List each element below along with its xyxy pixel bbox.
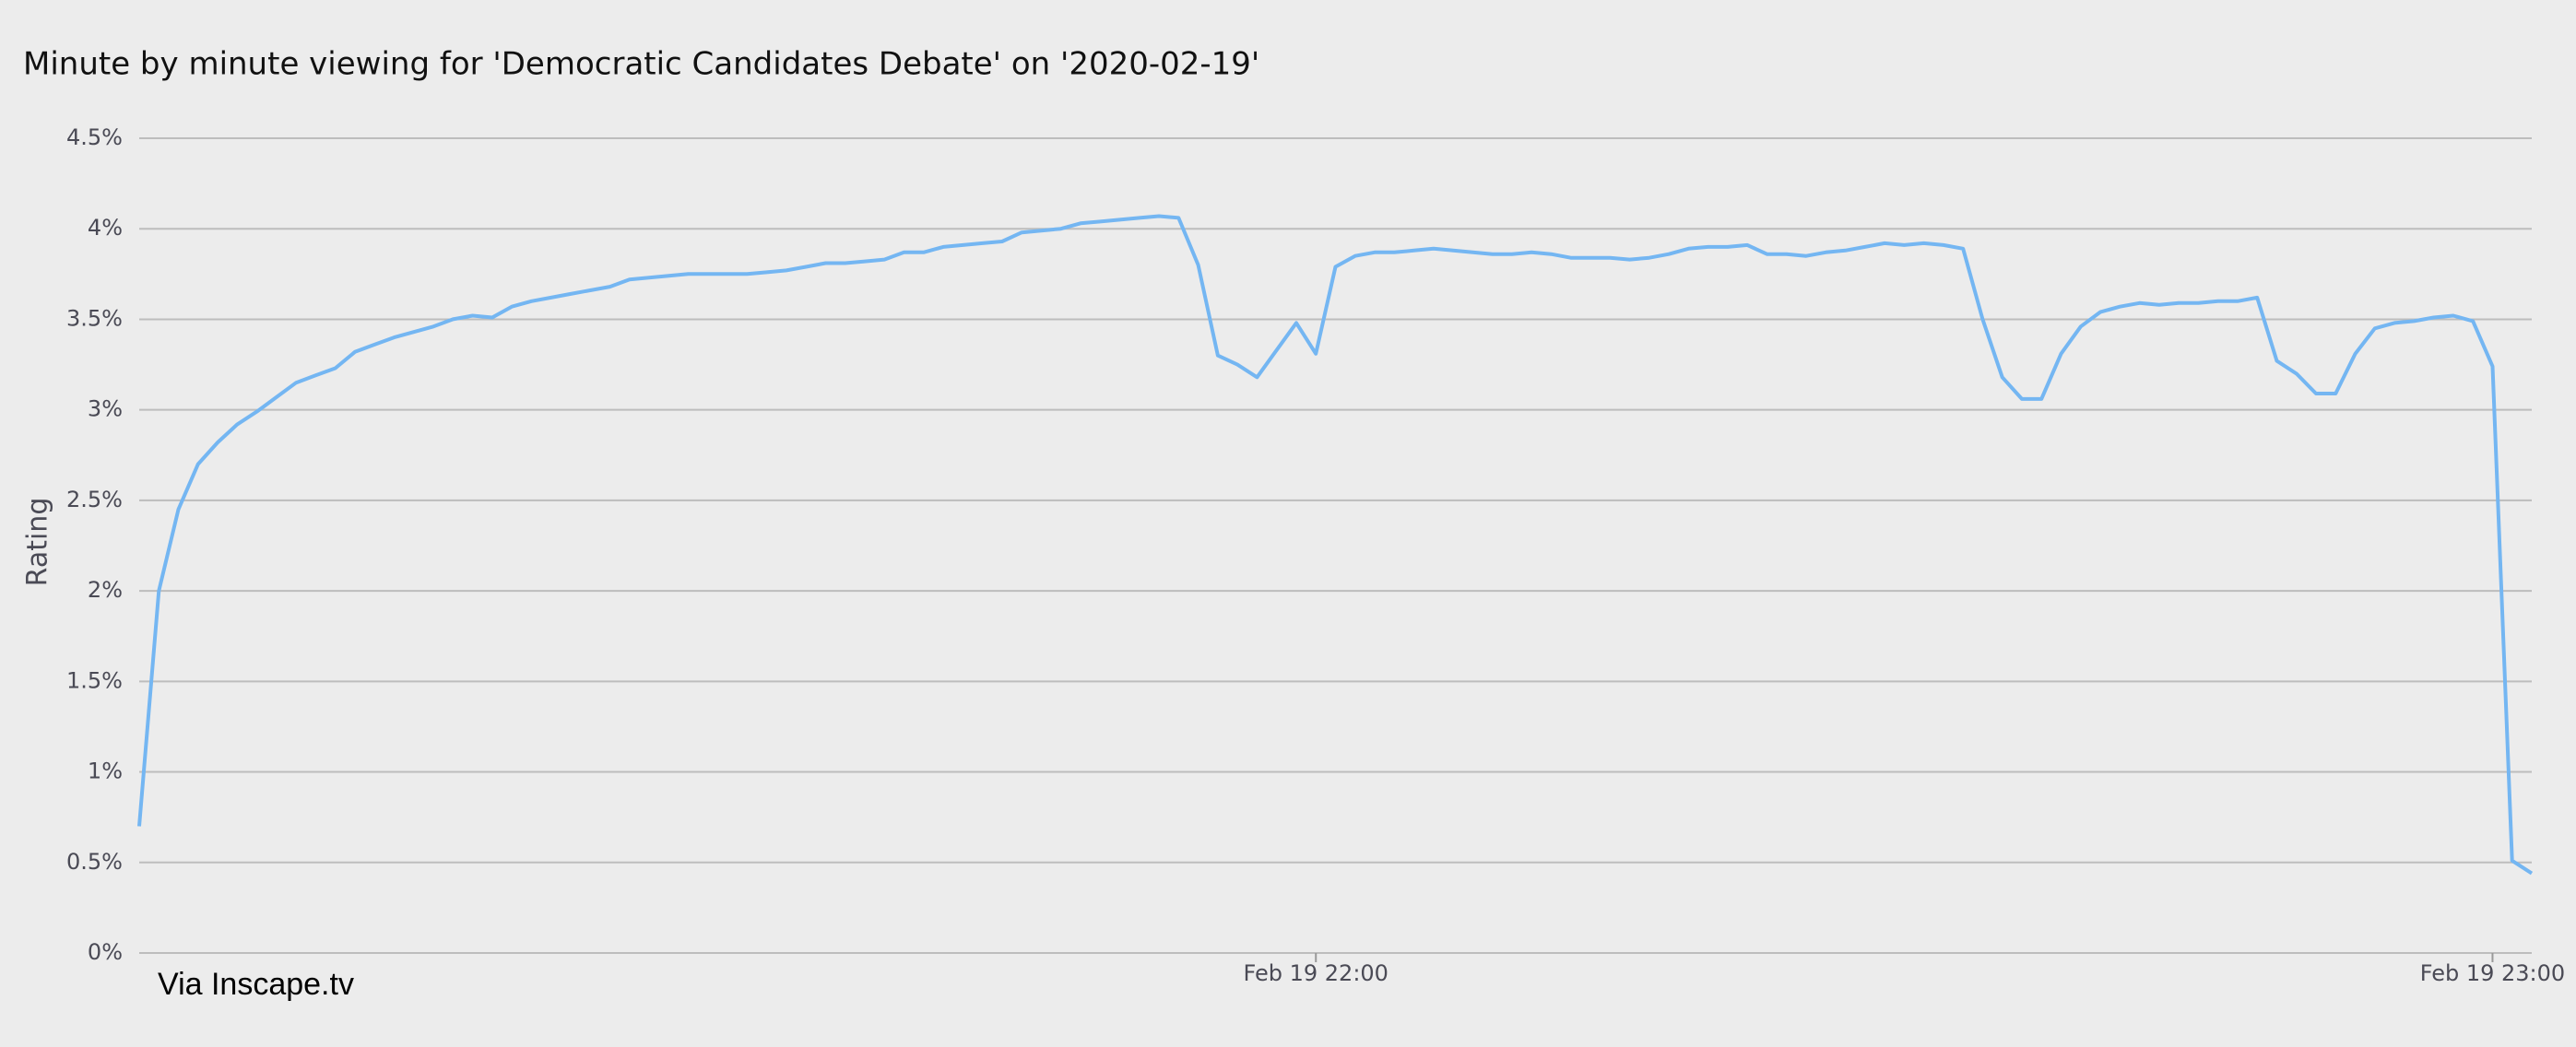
x-tick-label: Feb 19 23:00 <box>2420 960 2565 986</box>
rating-line <box>137 214 2534 876</box>
y-tick-label: 4% <box>88 215 123 241</box>
y-tick-label: 3% <box>88 396 123 422</box>
chart-title: Minute by minute viewing for 'Democratic… <box>23 46 1259 83</box>
y-tick-label: 1% <box>88 759 123 784</box>
y-tick-label: 3.5% <box>66 305 123 331</box>
x-tick-label: Feb 19 22:00 <box>1244 960 1388 986</box>
source-note: Via Inscape.tv <box>158 967 354 1002</box>
y-tick-label: 2% <box>88 577 123 603</box>
y-tick-label: 4.5% <box>66 124 123 150</box>
y-tick-label: 0.5% <box>66 849 123 875</box>
y-tick-label: 2.5% <box>66 487 123 512</box>
y-tick-label: 0% <box>88 939 123 965</box>
y-axis-title: Rating <box>22 498 54 587</box>
y-tick-label: 1.5% <box>66 667 123 693</box>
